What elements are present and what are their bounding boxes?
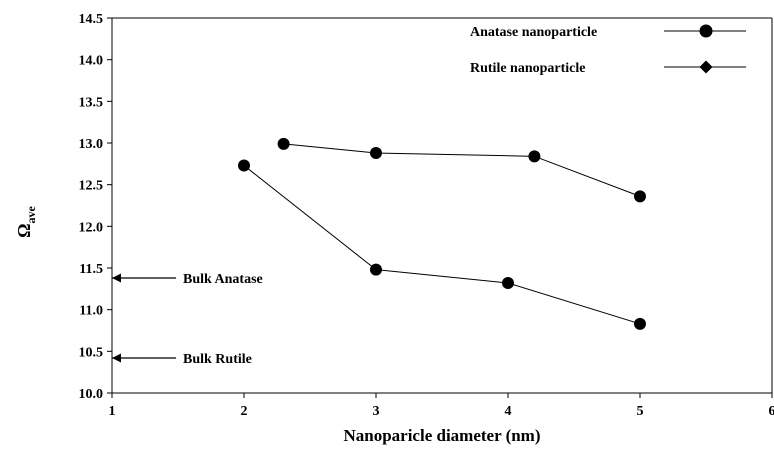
data-point <box>528 150 540 162</box>
y-axis-label-main: Ω <box>14 223 34 237</box>
data-point <box>634 318 646 330</box>
legend: Anatase nanoparticle Rutile nanoparticle <box>470 25 746 77</box>
series-line-1 <box>284 144 640 197</box>
data-point <box>634 190 646 202</box>
y-tick-label: 13.0 <box>79 137 104 152</box>
x-axis-label: Nanoparicle diameter (nm) <box>343 426 540 445</box>
x-tick-label: 4 <box>505 404 512 419</box>
x-tick-label: 5 <box>637 404 644 419</box>
annotations: Bulk Anatase Bulk Rutile <box>112 272 263 367</box>
plot-area <box>238 138 646 330</box>
legend-label: Rutile nanoparticle <box>470 61 586 76</box>
y-axis-label-subscript: ave <box>24 205 38 223</box>
annotation-arrow-head <box>112 354 121 363</box>
y-tick-label: 10.0 <box>79 387 104 402</box>
annotation-label: Bulk Anatase <box>183 272 263 287</box>
x-tick-label: 2 <box>241 404 248 419</box>
legend-marker-circle <box>700 25 713 38</box>
y-tick-label: 12.5 <box>79 179 104 194</box>
y-tick-label: 14.0 <box>79 54 104 69</box>
y-tick-label: 11.0 <box>79 304 103 319</box>
data-point <box>370 147 382 159</box>
y-axis-label: Ωave <box>14 205 38 237</box>
data-point <box>278 138 290 150</box>
legend-marker-diamond <box>700 61 713 74</box>
y-tick-label: 14.5 <box>79 12 104 27</box>
x-tick-label: 3 <box>373 404 380 419</box>
y-tick-label: 11.5 <box>79 262 103 277</box>
legend-label: Anatase nanoparticle <box>470 25 597 40</box>
svg-text:Ωave: Ωave <box>14 205 38 237</box>
y-tick-label: 13.5 <box>79 95 104 110</box>
y-tick-label: 12.0 <box>79 220 104 235</box>
x-tick-label: 1 <box>109 404 116 419</box>
data-point <box>370 264 382 276</box>
annotation-label: Bulk Rutile <box>183 352 252 367</box>
data-point <box>238 160 250 172</box>
y-tick-label: 10.5 <box>79 345 104 360</box>
data-point <box>502 277 514 289</box>
x-tick-label: 6 <box>769 404 774 419</box>
annotation-arrow-head <box>112 274 121 283</box>
series-line-2 <box>244 166 640 324</box>
